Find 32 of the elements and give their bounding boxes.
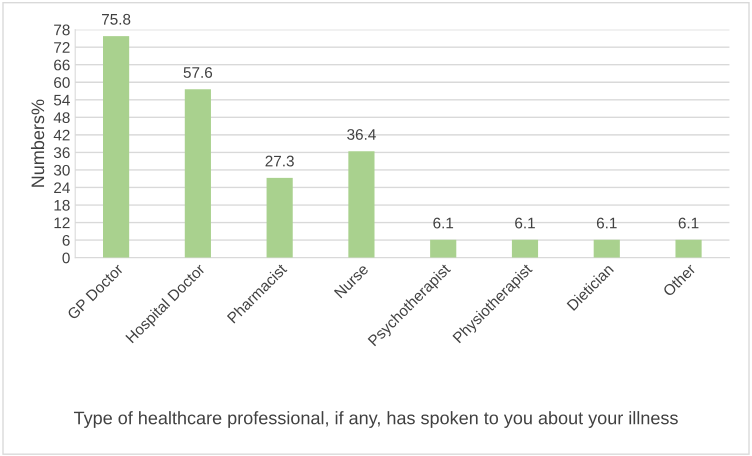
data-label: 6.1 <box>596 218 617 228</box>
y-axis-title: Numbers% <box>30 100 44 187</box>
y-tick-label: 0 <box>62 252 70 264</box>
y-tick-label: 66 <box>54 60 70 70</box>
y-tick-label: 48 <box>54 112 70 124</box>
x-axis-title: Type of healthcare professional, if any, has spoken to you about your illness <box>74 411 678 428</box>
y-tick-label: 72 <box>54 42 70 53</box>
bar <box>103 36 130 258</box>
y-tick-label: 30 <box>54 164 70 176</box>
bar <box>594 240 620 258</box>
y-tick-label: 12 <box>54 217 70 228</box>
data-label: 75.8 <box>102 14 130 25</box>
y-tick-label: 60 <box>54 77 70 88</box>
data-label: 6.1 <box>678 218 698 228</box>
data-label: 36.4 <box>347 129 376 140</box>
data-label: 6.1 <box>515 218 535 228</box>
y-tick-label: 6 <box>62 234 70 246</box>
y-tick-label: 54 <box>54 94 70 106</box>
y-tick-label: 36 <box>54 147 70 158</box>
bar <box>266 178 293 258</box>
y-tick-label: 18 <box>54 200 70 211</box>
bar <box>430 240 456 258</box>
y-tick-label: 42 <box>54 130 70 140</box>
bar <box>512 240 538 258</box>
y-tick-label: 78 <box>54 24 70 36</box>
data-label: 27.3 <box>266 156 294 166</box>
bar <box>675 240 702 258</box>
data-label: 6.1 <box>433 218 454 228</box>
bar <box>348 151 375 258</box>
y-tick-label: 24 <box>54 182 70 194</box>
bar <box>184 89 211 258</box>
data-label: 57.6 <box>184 67 212 78</box>
